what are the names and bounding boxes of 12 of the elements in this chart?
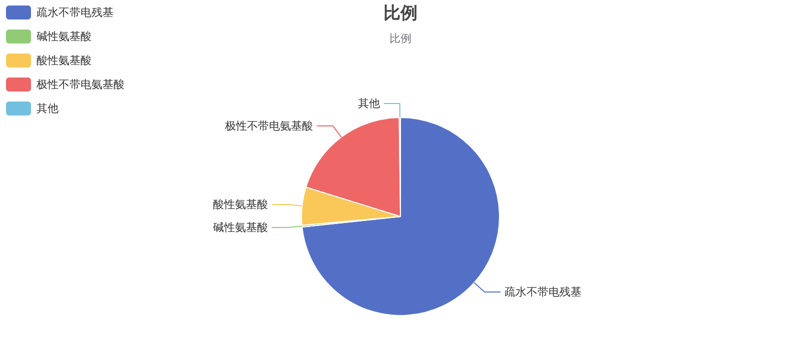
legend-label: 碱性氨基酸 [36, 30, 92, 43]
legend-label: 极性不带电氨基酸 [36, 78, 124, 91]
slice-label: 疏水不带电残基 [504, 286, 582, 299]
slice-label: 其他 [358, 97, 380, 110]
slice-label: 碱性氨基酸 [213, 220, 268, 234]
text: 比例 [390, 32, 412, 45]
legend-label: 疏水不带电残基 [36, 6, 114, 19]
chart-title: 比例 [384, 4, 418, 24]
slice-label: 极性不带电氨基酸 [224, 119, 313, 132]
legend-label: 酸性氨基酸 [36, 54, 92, 67]
legend-label: 其他 [36, 102, 58, 115]
slice-label: 酸性氨基酸 [213, 198, 268, 211]
